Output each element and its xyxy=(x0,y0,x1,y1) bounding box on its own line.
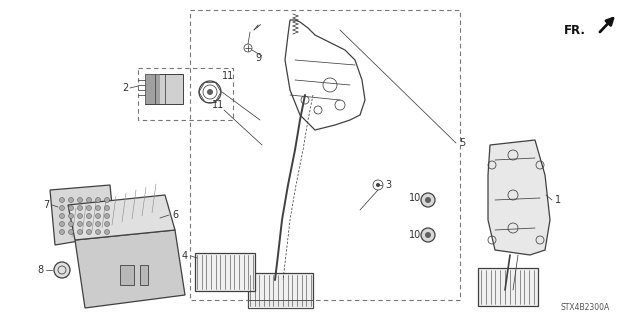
Circle shape xyxy=(104,213,109,219)
Circle shape xyxy=(68,197,74,203)
Circle shape xyxy=(95,205,100,211)
Text: 8: 8 xyxy=(37,265,43,275)
Circle shape xyxy=(60,221,65,227)
Bar xyxy=(195,253,255,291)
Text: 9: 9 xyxy=(255,53,261,63)
Bar xyxy=(190,10,460,300)
Text: 2: 2 xyxy=(122,83,128,93)
Circle shape xyxy=(60,213,65,219)
Circle shape xyxy=(86,229,92,235)
Circle shape xyxy=(77,221,83,227)
Text: 1: 1 xyxy=(555,195,561,205)
Polygon shape xyxy=(68,195,175,240)
Circle shape xyxy=(68,213,74,219)
Circle shape xyxy=(68,205,74,211)
Circle shape xyxy=(86,221,92,227)
Circle shape xyxy=(104,229,109,235)
Circle shape xyxy=(77,197,83,203)
Text: 3: 3 xyxy=(385,180,391,190)
Circle shape xyxy=(54,262,70,278)
Circle shape xyxy=(77,213,83,219)
Bar xyxy=(140,265,148,285)
Circle shape xyxy=(77,229,83,235)
Text: 6: 6 xyxy=(172,210,178,220)
Circle shape xyxy=(104,197,109,203)
Circle shape xyxy=(86,205,92,211)
Circle shape xyxy=(425,232,431,238)
Text: 11: 11 xyxy=(212,100,224,110)
Circle shape xyxy=(104,205,109,211)
Circle shape xyxy=(77,205,83,211)
Circle shape xyxy=(421,193,435,207)
Polygon shape xyxy=(50,185,115,245)
Bar xyxy=(120,265,134,285)
Circle shape xyxy=(60,205,65,211)
Polygon shape xyxy=(75,230,185,308)
Circle shape xyxy=(95,197,100,203)
Bar xyxy=(248,273,313,308)
Text: 11: 11 xyxy=(222,71,234,81)
Circle shape xyxy=(60,197,65,203)
Bar xyxy=(145,74,160,104)
Circle shape xyxy=(95,221,100,227)
Circle shape xyxy=(95,229,100,235)
Circle shape xyxy=(207,89,213,95)
Circle shape xyxy=(95,213,100,219)
Circle shape xyxy=(425,197,431,203)
Text: 5: 5 xyxy=(459,138,465,148)
Text: FR.: FR. xyxy=(564,23,586,36)
Circle shape xyxy=(68,229,74,235)
Circle shape xyxy=(376,183,380,187)
Bar xyxy=(248,300,313,308)
Circle shape xyxy=(86,197,92,203)
Bar xyxy=(145,74,183,104)
Text: 4: 4 xyxy=(182,251,188,261)
Bar xyxy=(138,68,233,120)
Circle shape xyxy=(86,213,92,219)
Polygon shape xyxy=(488,140,550,255)
Circle shape xyxy=(68,221,74,227)
Text: STX4B2300A: STX4B2300A xyxy=(561,303,610,313)
Text: 7: 7 xyxy=(43,200,49,210)
Circle shape xyxy=(104,221,109,227)
Text: 10: 10 xyxy=(409,230,421,240)
Text: 10: 10 xyxy=(409,193,421,203)
Circle shape xyxy=(60,229,65,235)
Circle shape xyxy=(421,228,435,242)
Bar xyxy=(478,268,538,306)
